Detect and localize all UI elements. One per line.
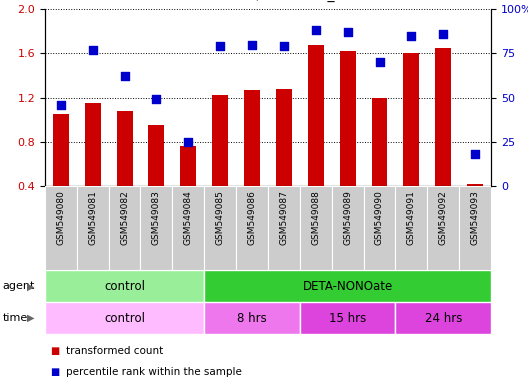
Bar bbox=[148, 125, 164, 186]
Text: control: control bbox=[104, 280, 145, 293]
Bar bbox=[45, 186, 77, 270]
Text: 8 hrs: 8 hrs bbox=[237, 312, 267, 324]
Text: GSM549092: GSM549092 bbox=[439, 190, 448, 245]
Text: agent: agent bbox=[3, 281, 35, 291]
Text: GSM549084: GSM549084 bbox=[184, 190, 193, 245]
Bar bbox=[172, 186, 204, 270]
Text: DETA-NONOate: DETA-NONOate bbox=[303, 280, 393, 293]
Text: 24 hrs: 24 hrs bbox=[425, 312, 462, 324]
Text: GSM549087: GSM549087 bbox=[279, 190, 288, 245]
Point bbox=[312, 27, 320, 33]
Text: GSM549090: GSM549090 bbox=[375, 190, 384, 245]
Text: ■: ■ bbox=[50, 346, 60, 356]
Text: percentile rank within the sample: percentile rank within the sample bbox=[66, 367, 242, 377]
Text: ▶: ▶ bbox=[27, 313, 34, 323]
Point bbox=[184, 139, 193, 145]
Bar bbox=[372, 98, 388, 186]
Text: GSM549086: GSM549086 bbox=[248, 190, 257, 245]
Bar bbox=[77, 186, 109, 270]
Bar bbox=[204, 186, 236, 270]
Point bbox=[89, 47, 97, 53]
Text: ▶: ▶ bbox=[27, 281, 34, 291]
Point bbox=[439, 31, 447, 37]
Bar bbox=[84, 103, 101, 186]
Bar bbox=[181, 146, 196, 186]
Bar bbox=[140, 186, 172, 270]
Bar bbox=[204, 302, 300, 334]
Point bbox=[375, 59, 384, 65]
Text: GSM549082: GSM549082 bbox=[120, 190, 129, 245]
Bar bbox=[467, 184, 483, 186]
Text: GSM549091: GSM549091 bbox=[407, 190, 416, 245]
Bar bbox=[117, 111, 133, 186]
Text: time: time bbox=[3, 313, 28, 323]
Text: ■: ■ bbox=[50, 367, 60, 377]
Bar bbox=[276, 89, 292, 186]
Text: GSM549085: GSM549085 bbox=[215, 190, 224, 245]
Text: control: control bbox=[104, 312, 145, 324]
Bar bbox=[300, 302, 395, 334]
Point bbox=[152, 96, 161, 103]
Text: GSM549089: GSM549089 bbox=[343, 190, 352, 245]
Bar bbox=[308, 45, 324, 186]
Bar bbox=[45, 270, 204, 302]
Bar bbox=[236, 186, 268, 270]
Bar bbox=[204, 270, 491, 302]
Point bbox=[471, 151, 479, 157]
Bar bbox=[427, 186, 459, 270]
Point bbox=[248, 41, 256, 48]
Text: GSM549093: GSM549093 bbox=[470, 190, 479, 245]
Bar bbox=[459, 186, 491, 270]
Bar bbox=[244, 90, 260, 186]
Bar bbox=[45, 302, 204, 334]
Text: GSM549081: GSM549081 bbox=[88, 190, 97, 245]
Point bbox=[216, 43, 224, 50]
Point bbox=[56, 101, 65, 108]
Text: GSM549080: GSM549080 bbox=[56, 190, 65, 245]
Bar bbox=[300, 186, 332, 270]
Point bbox=[343, 29, 352, 35]
Point bbox=[407, 33, 416, 39]
Text: 15 hrs: 15 hrs bbox=[329, 312, 366, 324]
Text: GSM549088: GSM549088 bbox=[312, 190, 320, 245]
Text: transformed count: transformed count bbox=[66, 346, 163, 356]
Point bbox=[120, 73, 129, 79]
Text: GDS4408 / 1448018_at: GDS4408 / 1448018_at bbox=[187, 0, 349, 2]
Bar bbox=[403, 53, 419, 186]
Point bbox=[280, 43, 288, 50]
Bar bbox=[109, 186, 140, 270]
Bar bbox=[212, 95, 228, 186]
Bar bbox=[395, 186, 427, 270]
Bar bbox=[268, 186, 300, 270]
Bar bbox=[53, 114, 69, 186]
Bar bbox=[395, 302, 491, 334]
Bar bbox=[332, 186, 364, 270]
Bar bbox=[364, 186, 395, 270]
Bar bbox=[340, 51, 355, 186]
Text: GSM549083: GSM549083 bbox=[152, 190, 161, 245]
Bar bbox=[435, 48, 451, 186]
